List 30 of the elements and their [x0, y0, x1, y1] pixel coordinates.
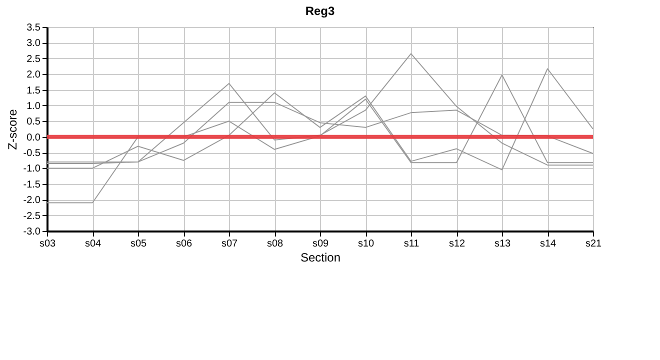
x-tick-label: s12	[448, 238, 466, 250]
x-tick-label: s05	[130, 238, 147, 250]
y-axis-title: Z-score	[5, 108, 20, 150]
y-tick-label: 0.5	[26, 116, 41, 128]
y-tick-label: -1.5	[23, 179, 41, 190]
y-tick-label: -3.0	[23, 226, 41, 238]
y-tick-label: 2.5	[26, 54, 41, 65]
y-tick-label: 1.5	[26, 85, 41, 96]
y-tick-label: -1.0	[23, 164, 41, 175]
y-tick-label: 2.0	[26, 70, 41, 81]
y-tick-label: 3.5	[26, 22, 41, 34]
x-tick-label: s04	[84, 238, 102, 250]
x-tick-label: s07	[221, 238, 238, 250]
chart-title: Reg3	[305, 4, 335, 18]
y-tick-label: -2.0	[23, 195, 41, 206]
x-tick-label: s11	[404, 238, 420, 250]
x-tick-label: s14	[540, 238, 556, 250]
y-tick-label: -0.5	[23, 148, 41, 160]
x-axis-title: Section	[300, 250, 341, 264]
y-tick-label: 0.0	[26, 132, 41, 144]
y-tick-label: 1.0	[26, 100, 41, 112]
x-tick-label: s03	[39, 238, 56, 250]
x-tick-label: s21	[585, 238, 602, 250]
x-tick-label: s10	[358, 238, 374, 250]
x-tick-label: s06	[176, 238, 192, 250]
x-tick-label: s13	[494, 238, 511, 250]
x-tick-label: s09	[312, 238, 329, 250]
y-tick-label: 3.0	[26, 38, 41, 50]
x-tick-label: s08	[266, 238, 284, 250]
y-tick-label: -2.5	[23, 210, 41, 222]
